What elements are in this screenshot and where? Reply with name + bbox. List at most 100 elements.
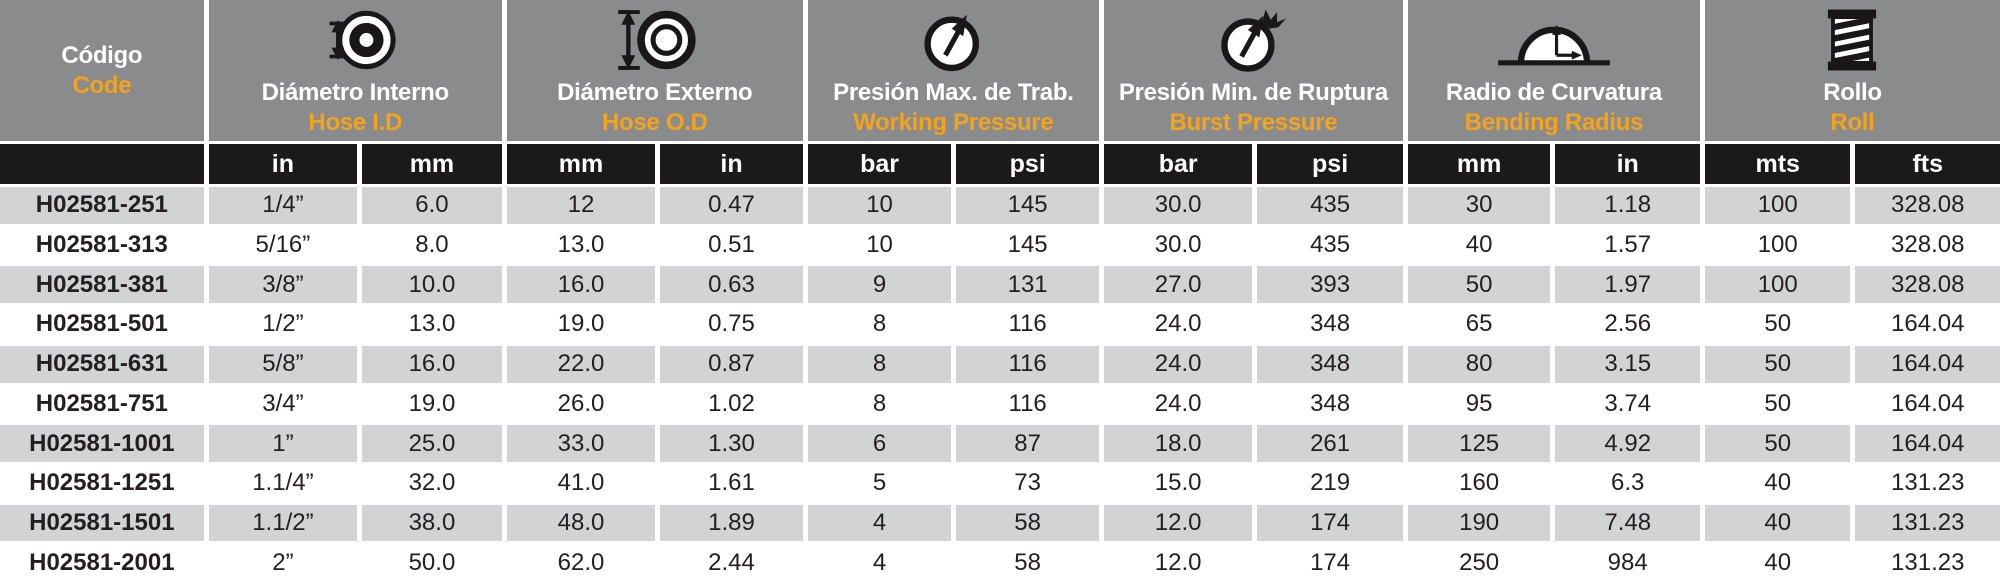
value-cell: 24.0	[1103, 306, 1253, 343]
row-code-cell: H02581-1501	[0, 504, 204, 542]
row-code-cell: H02581-631	[0, 345, 204, 383]
value-cell: 2”	[208, 544, 358, 581]
column-label-es: Diámetro Externo	[557, 79, 753, 107]
table-row-H02581-251: H02581-251 1/4” 6.0 12 0.47 10 145 30.0 435 30 1.1…	[0, 187, 2000, 224]
table-row-H02581-1001: H02581-1001 1” 25.0 33.0 1.30 6 87 18.0 261 125 4.…	[0, 425, 2000, 462]
column-header-bending-radius: Radio de Curvatura Bending Radius	[1407, 0, 1700, 141]
unit-cell-psi-6: psi	[956, 144, 1099, 184]
value-cell: 50	[1704, 345, 1851, 383]
unit-cell-bar-5: bar	[807, 144, 952, 184]
value-cell: 40	[1704, 464, 1851, 502]
value-cell: 100	[1704, 266, 1851, 304]
value-cell: 38.0	[362, 504, 502, 542]
column-label-es: Radio de Curvatura	[1445, 79, 1662, 107]
value-cell: 4	[807, 544, 952, 581]
column-header-outer-diameter: Diámetro Externo Hose O.D	[506, 0, 803, 141]
value-cell: 58	[956, 504, 1099, 542]
value-cell: 87	[956, 425, 1099, 462]
row-code-cell: H02581-501	[0, 306, 204, 343]
value-cell: 328.08	[1855, 187, 2000, 224]
value-cell: 24.0	[1103, 345, 1253, 383]
value-cell: 40	[1407, 226, 1551, 264]
value-cell: 393	[1257, 266, 1403, 304]
value-cell: 1.18	[1555, 187, 1700, 224]
value-cell: 2.44	[660, 544, 803, 581]
value-cell: 125	[1407, 425, 1551, 462]
value-cell: 4	[807, 504, 952, 542]
value-cell: 1.02	[660, 385, 803, 423]
value-cell: 19.0	[362, 385, 502, 423]
table-row-H02581-313: H02581-313 5/16” 8.0 13.0 0.51 10 145 30.0 435 40…	[0, 226, 2000, 264]
unit-cell-mm-2: mm	[362, 144, 502, 184]
table-header-row: Código Code Diámetro Interno Hose I.D	[0, 0, 2000, 141]
value-cell: 164.04	[1855, 345, 2000, 383]
value-cell: 1.1/2”	[208, 504, 358, 542]
value-cell: 1/4”	[208, 187, 358, 224]
unit-cell-mts-11: mts	[1704, 144, 1851, 184]
inner-diameter-icon	[312, 4, 398, 76]
value-cell: 1.61	[660, 464, 803, 502]
value-cell: 6	[807, 425, 952, 462]
value-cell: 13.0	[362, 306, 502, 343]
value-cell: 1.89	[660, 504, 803, 542]
row-code-cell: H02581-2001	[0, 544, 204, 581]
hose-roll-icon	[1816, 4, 1888, 76]
value-cell: 8	[807, 306, 952, 343]
value-cell: 1”	[208, 425, 358, 462]
column-header-inner-diameter: Diámetro Interno Hose I.D	[208, 0, 502, 141]
value-cell: 26.0	[506, 385, 656, 423]
row-code-cell: H02581-1251	[0, 464, 204, 502]
value-cell: 30.0	[1103, 226, 1253, 264]
row-code-cell: H02581-1001	[0, 425, 204, 462]
value-cell: 435	[1257, 226, 1403, 264]
value-cell: 8.0	[362, 226, 502, 264]
value-cell: 10	[807, 226, 952, 264]
value-cell: 3/4”	[208, 385, 358, 423]
value-cell: 116	[956, 385, 1099, 423]
column-label-en: Bending Radius	[1464, 108, 1644, 136]
column-label-es: Diámetro Interno	[261, 79, 450, 107]
table-row-H02581-751: H02581-751 3/4” 19.0 26.0 1.02 8 116 24.0 348 95 3…	[0, 385, 2000, 423]
value-cell: 95	[1407, 385, 1551, 423]
value-cell: 33.0	[506, 425, 656, 462]
column-header-codigo: Código Code	[0, 0, 204, 141]
value-cell: 435	[1257, 187, 1403, 224]
value-cell: 58	[956, 544, 1099, 581]
value-cell: 15.0	[1103, 464, 1253, 502]
unit-cell-in-1: in	[208, 144, 358, 184]
value-cell: 3/8”	[208, 266, 358, 304]
value-cell: 5	[807, 464, 952, 502]
value-cell: 24.0	[1103, 385, 1253, 423]
column-label-en: Burst Pressure	[1169, 108, 1338, 136]
column-label-es: Rollo	[1823, 79, 1882, 107]
value-cell: 145	[956, 226, 1099, 264]
value-cell: 12.0	[1103, 544, 1253, 581]
value-cell: 219	[1257, 464, 1403, 502]
value-cell: 27.0	[1103, 266, 1253, 304]
row-code-cell: H02581-313	[0, 226, 204, 264]
column-label-en: Hose I.D	[308, 108, 403, 136]
value-cell: 22.0	[506, 345, 656, 383]
value-cell: 30.0	[1103, 187, 1253, 224]
value-cell: 30	[1407, 187, 1551, 224]
value-cell: 145	[956, 187, 1099, 224]
value-cell: 6.3	[1555, 464, 1700, 502]
unit-cell-mm-9: mm	[1407, 144, 1551, 184]
value-cell: 328.08	[1855, 226, 2000, 264]
value-cell: 50.0	[362, 544, 502, 581]
value-cell: 0.51	[660, 226, 803, 264]
value-cell: 3.74	[1555, 385, 1700, 423]
value-cell: 62.0	[506, 544, 656, 581]
column-header-roll: Rollo Roll	[1704, 0, 2000, 141]
value-cell: 50	[1407, 266, 1551, 304]
value-cell: 190	[1407, 504, 1551, 542]
value-cell: 48.0	[506, 504, 656, 542]
value-cell: 164.04	[1855, 425, 2000, 462]
value-cell: 50	[1704, 306, 1851, 343]
value-cell: 65	[1407, 306, 1551, 343]
value-cell: 8	[807, 385, 952, 423]
value-cell: 2.56	[1555, 306, 1700, 343]
table-row-H02581-2001: H02581-2001 2” 50.0 62.0 2.44 4 58 12.0 174 250 98…	[0, 544, 2000, 581]
unit-cell-in-4: in	[660, 144, 803, 184]
